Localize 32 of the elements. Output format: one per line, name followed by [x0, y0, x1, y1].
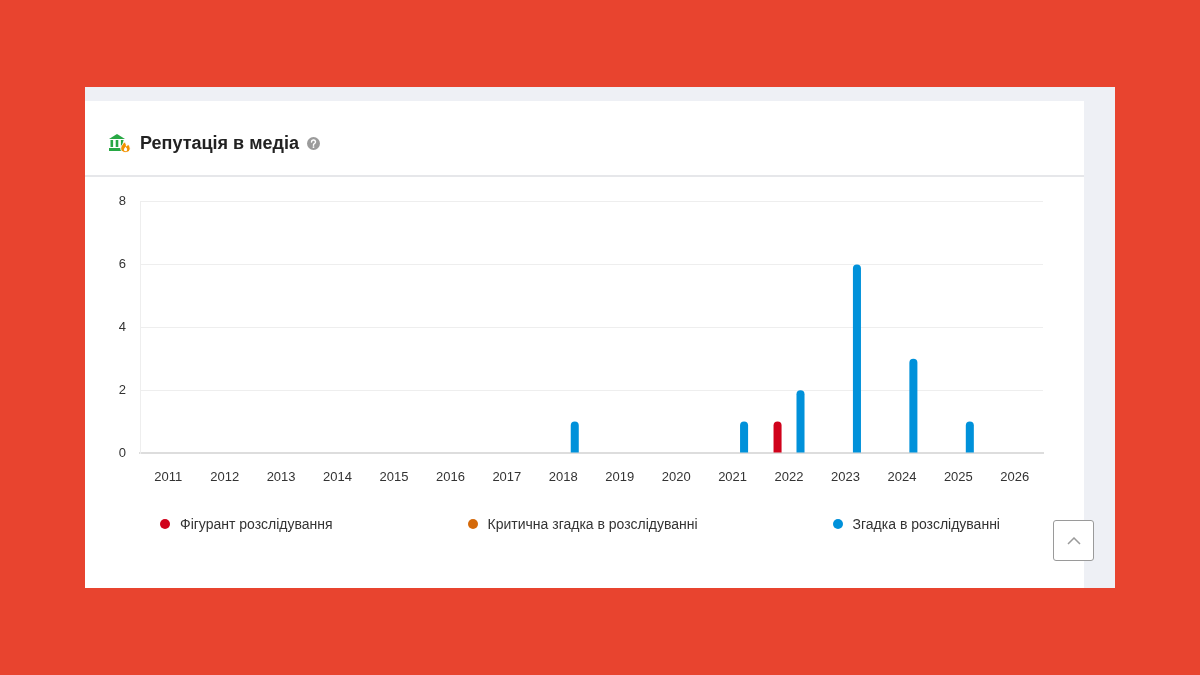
y-tick-label: 4 — [118, 318, 126, 334]
x-tick-label: 2015 — [379, 469, 409, 485]
x-tick-label: 2022 — [774, 469, 804, 485]
y-tick-label: 6 — [118, 256, 126, 272]
x-tick-label: 2018 — [548, 469, 578, 485]
x-tick-label: 2013 — [266, 469, 296, 485]
x-tick-label: 2011 — [154, 469, 183, 485]
bar — [909, 358, 918, 453]
legend-label: Згадка в розслідуванні — [852, 515, 1000, 533]
bar — [852, 264, 861, 453]
y-tick-label: 2 — [118, 381, 126, 397]
x-tick-label: 2023 — [831, 469, 860, 485]
legend-label: Фігурант розслідування — [180, 515, 333, 533]
x-tick-label: 2016 — [435, 469, 465, 485]
y-tick-label: 8 — [118, 193, 126, 209]
legend-label: Критична згадка в розслідуванні — [487, 515, 698, 533]
x-tick-label: 2012 — [210, 469, 240, 485]
chart-title: Репутація в медіа — [140, 132, 299, 154]
bar — [773, 421, 782, 453]
bar — [965, 421, 974, 453]
bar — [740, 421, 749, 453]
x-tick-label: 2020 — [661, 469, 691, 485]
x-tick-label: 2026 — [1000, 469, 1030, 485]
x-tick-label: 2014 — [323, 469, 352, 485]
bar — [570, 421, 579, 453]
x-tick-label: 2017 — [492, 469, 522, 485]
y-tick-label: 0 — [118, 444, 126, 460]
x-tick-label: 2019 — [605, 469, 635, 485]
x-tick-label: 2024 — [887, 469, 917, 485]
x-tick-label: 2021 — [718, 469, 748, 485]
bar — [796, 390, 805, 453]
x-tick-label: 2025 — [943, 469, 973, 485]
